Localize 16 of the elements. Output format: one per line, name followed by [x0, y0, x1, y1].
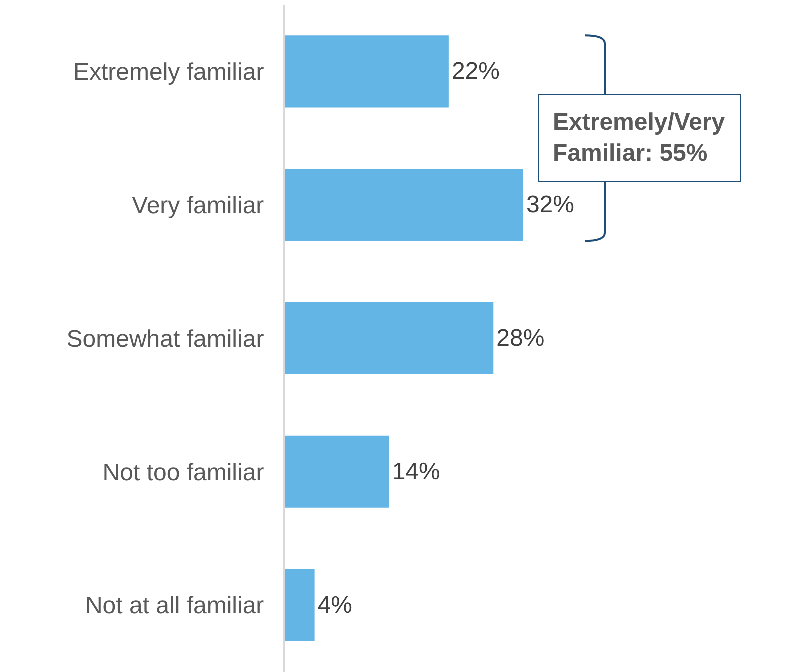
- data-label: 14%: [392, 458, 440, 486]
- data-label: 22%: [452, 58, 500, 86]
- y-tick-label: Somewhat familiar: [66, 326, 264, 353]
- y-tick-label: Extremely familiar: [73, 59, 264, 86]
- y-tick-label: Not at all familiar: [85, 592, 264, 620]
- bar: [285, 569, 315, 642]
- data-label: 4%: [318, 592, 352, 619]
- data-label: 32%: [526, 192, 574, 219]
- bar: [285, 302, 494, 375]
- data-label: 28%: [496, 325, 545, 352]
- text: Extremely/Very Familiar: 55%: [553, 109, 726, 168]
- bar: [285, 436, 390, 508]
- y-tick-label: Very familiar: [132, 192, 264, 220]
- bar: [285, 36, 449, 108]
- y-tick-label: Not too familiar: [102, 459, 264, 486]
- bar: [285, 169, 524, 242]
